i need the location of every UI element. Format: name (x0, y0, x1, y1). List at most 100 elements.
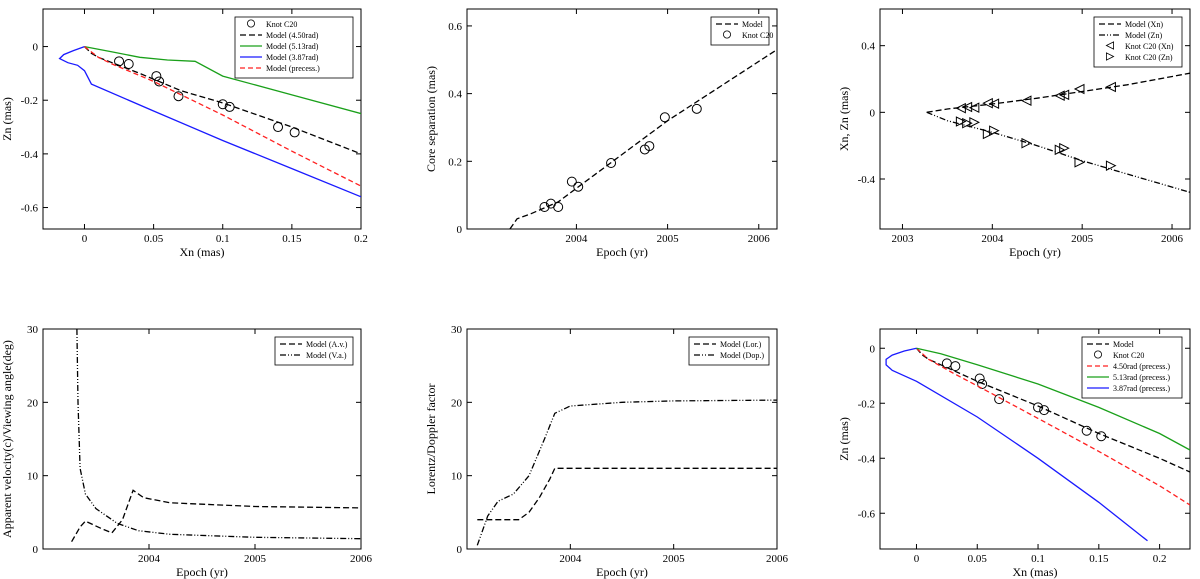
chart-p1: 0 0.05 0.1 0.15 0.2 0 -0.2 -0.4 -0.6 Xn (mas) Zn (… (0, 8, 368, 259)
x-axis-label: Xn (mas) (180, 245, 225, 259)
legend-label: Knot C20 (266, 20, 297, 29)
series-model-line (916, 347, 1190, 473)
plot-area (509, 49, 777, 229)
legend: Model (Lor.) Model (Dop.) (688, 336, 770, 366)
series-model-precess-line (84, 46, 361, 187)
y-tick-label: -0.4 (858, 453, 876, 465)
data-point (659, 112, 670, 123)
x-axis-label: Epoch (yr) (176, 565, 228, 579)
series-model-xn-line (926, 72, 1190, 113)
data-point (573, 181, 584, 192)
x-tick-label: 0 (82, 233, 88, 245)
legend: Knot C20 Model (4.50rad) Model (5.13rad) Mo… (234, 16, 354, 79)
x-tick-label: 2005 (663, 553, 686, 565)
legend-label: Knot C20 (1113, 351, 1144, 360)
x-tick-label: 0.15 (1089, 553, 1109, 565)
plot-area (885, 347, 1190, 542)
series-model-dop-line (476, 399, 777, 546)
data-point (994, 394, 1005, 405)
series-knot-c20-xn (955, 81, 1116, 114)
y-tick-label: -0.4 (21, 149, 39, 161)
legend-label: 3.87rad (precess.) (1113, 384, 1170, 393)
y-axis-label: Lorentz/Doppler factor (424, 384, 438, 495)
x-tick-label: 0.15 (282, 233, 302, 245)
data-point (968, 102, 980, 113)
data-point (539, 202, 550, 212)
series-5-13rad-precess-line (916, 347, 1190, 451)
x-tick-label: 2006 (766, 553, 789, 565)
legend-label: Knot C20 (Zn) (1125, 53, 1173, 62)
series-model-lor-line (477, 467, 777, 521)
data-point (950, 361, 961, 372)
data-point (1059, 142, 1070, 154)
x-tick-label: 0.1 (216, 233, 230, 245)
y-tick-label: 0.6 (448, 21, 462, 33)
data-point (1020, 95, 1032, 106)
x-tick-label: 2004 (565, 233, 588, 245)
x-tick-label: 2004 (559, 553, 582, 565)
x-tick-label: 0.2 (1153, 553, 1167, 565)
plot-area (926, 72, 1190, 193)
series-model-5-13rad-line (84, 45, 361, 115)
chart-p6: 0 0.05 0.1 0.15 0.2 0 -0.2 -0.4 -0.6 Xn (mas) Zn (… (837, 328, 1191, 579)
x-axis-label: Epoch (yr) (1009, 245, 1061, 259)
legend: Model (Xn) Model (Zn) Knot C20 (Xn) Knot C2… (1093, 16, 1183, 68)
y-tick-label: -0.4 (858, 174, 876, 186)
data-point (173, 91, 184, 102)
legend: Model Knot C20 (710, 16, 773, 46)
y-tick-label: 20 (451, 397, 463, 409)
data-point (974, 373, 985, 384)
data-point (606, 158, 617, 168)
series-model-zn-line (926, 111, 1190, 193)
y-tick-label: 0 (33, 42, 39, 54)
x-tick-label: 2005 (657, 233, 680, 245)
series-model-a-v-line (71, 489, 361, 543)
data-point (1074, 157, 1086, 168)
data-point (977, 379, 988, 389)
data-point (941, 358, 952, 369)
legend-label: Model (precess.) (266, 64, 320, 73)
chart-p4: 2004 2005 2006 0 10 20 30 Epoch (yr) Apparent ve… (0, 324, 373, 579)
data-point (982, 97, 993, 109)
y-tick-label: 30 (27, 324, 39, 336)
legend-box (710, 16, 770, 46)
y-tick-label: 0 (870, 107, 876, 119)
y-tick-label: 0.4 (861, 41, 875, 53)
data-point (151, 71, 162, 82)
plot-frame (879, 328, 1191, 550)
plot-area (71, 329, 361, 543)
series-knot-c20 (941, 358, 1107, 442)
series-3-87rad-precess-line (885, 347, 1148, 542)
legend-label: Knot C20 (742, 31, 773, 40)
data-point (1054, 90, 1065, 101)
data-point (1105, 160, 1117, 171)
legend: Model Knot C20 4.50rad (precess.) 5.13rad (… (1081, 336, 1183, 399)
x-tick-label: 0.2 (354, 233, 368, 245)
data-point (1081, 425, 1092, 436)
y-tick-label: 20 (27, 397, 39, 409)
data-point (553, 202, 564, 212)
chart-p3: 2003 2004 2005 2006 0.4 0 -0.4 Epoch (yr) Xn, Zn… (837, 8, 1191, 259)
x-tick-label: 2006 (1161, 233, 1184, 245)
x-tick-label: 2006 (350, 553, 373, 565)
chart-p5: 2004 2005 2006 0 10 20 30 Epoch (yr) Lorentz/Dop… (424, 324, 789, 579)
y-tick-label: -0.2 (858, 398, 875, 410)
legend-marker (1106, 52, 1115, 61)
y-axis-label: Xn, Zn (mas) (837, 87, 851, 151)
x-tick-label: 2005 (1071, 233, 1094, 245)
data-point (1039, 405, 1050, 416)
x-tick-label: 2004 (981, 233, 1004, 245)
chart-p2: 2004 2005 2006 0 0.2 0.4 0.6 Epoch (yr) Core sep… (424, 8, 778, 259)
series-knot-c20-zn (955, 116, 1117, 171)
plot-frame (42, 8, 362, 230)
data-point (1096, 431, 1107, 442)
y-tick-label: 0 (33, 544, 39, 556)
series-model-4-50rad-line (84, 46, 361, 155)
legend-label: 5.13rad (precess.) (1113, 373, 1170, 382)
legend-label: Model (1113, 340, 1135, 349)
y-axis-label: Zn (mas) (837, 417, 851, 461)
y-tick-label: 30 (451, 324, 463, 336)
data-point (1033, 402, 1044, 413)
data-point (988, 98, 1000, 109)
